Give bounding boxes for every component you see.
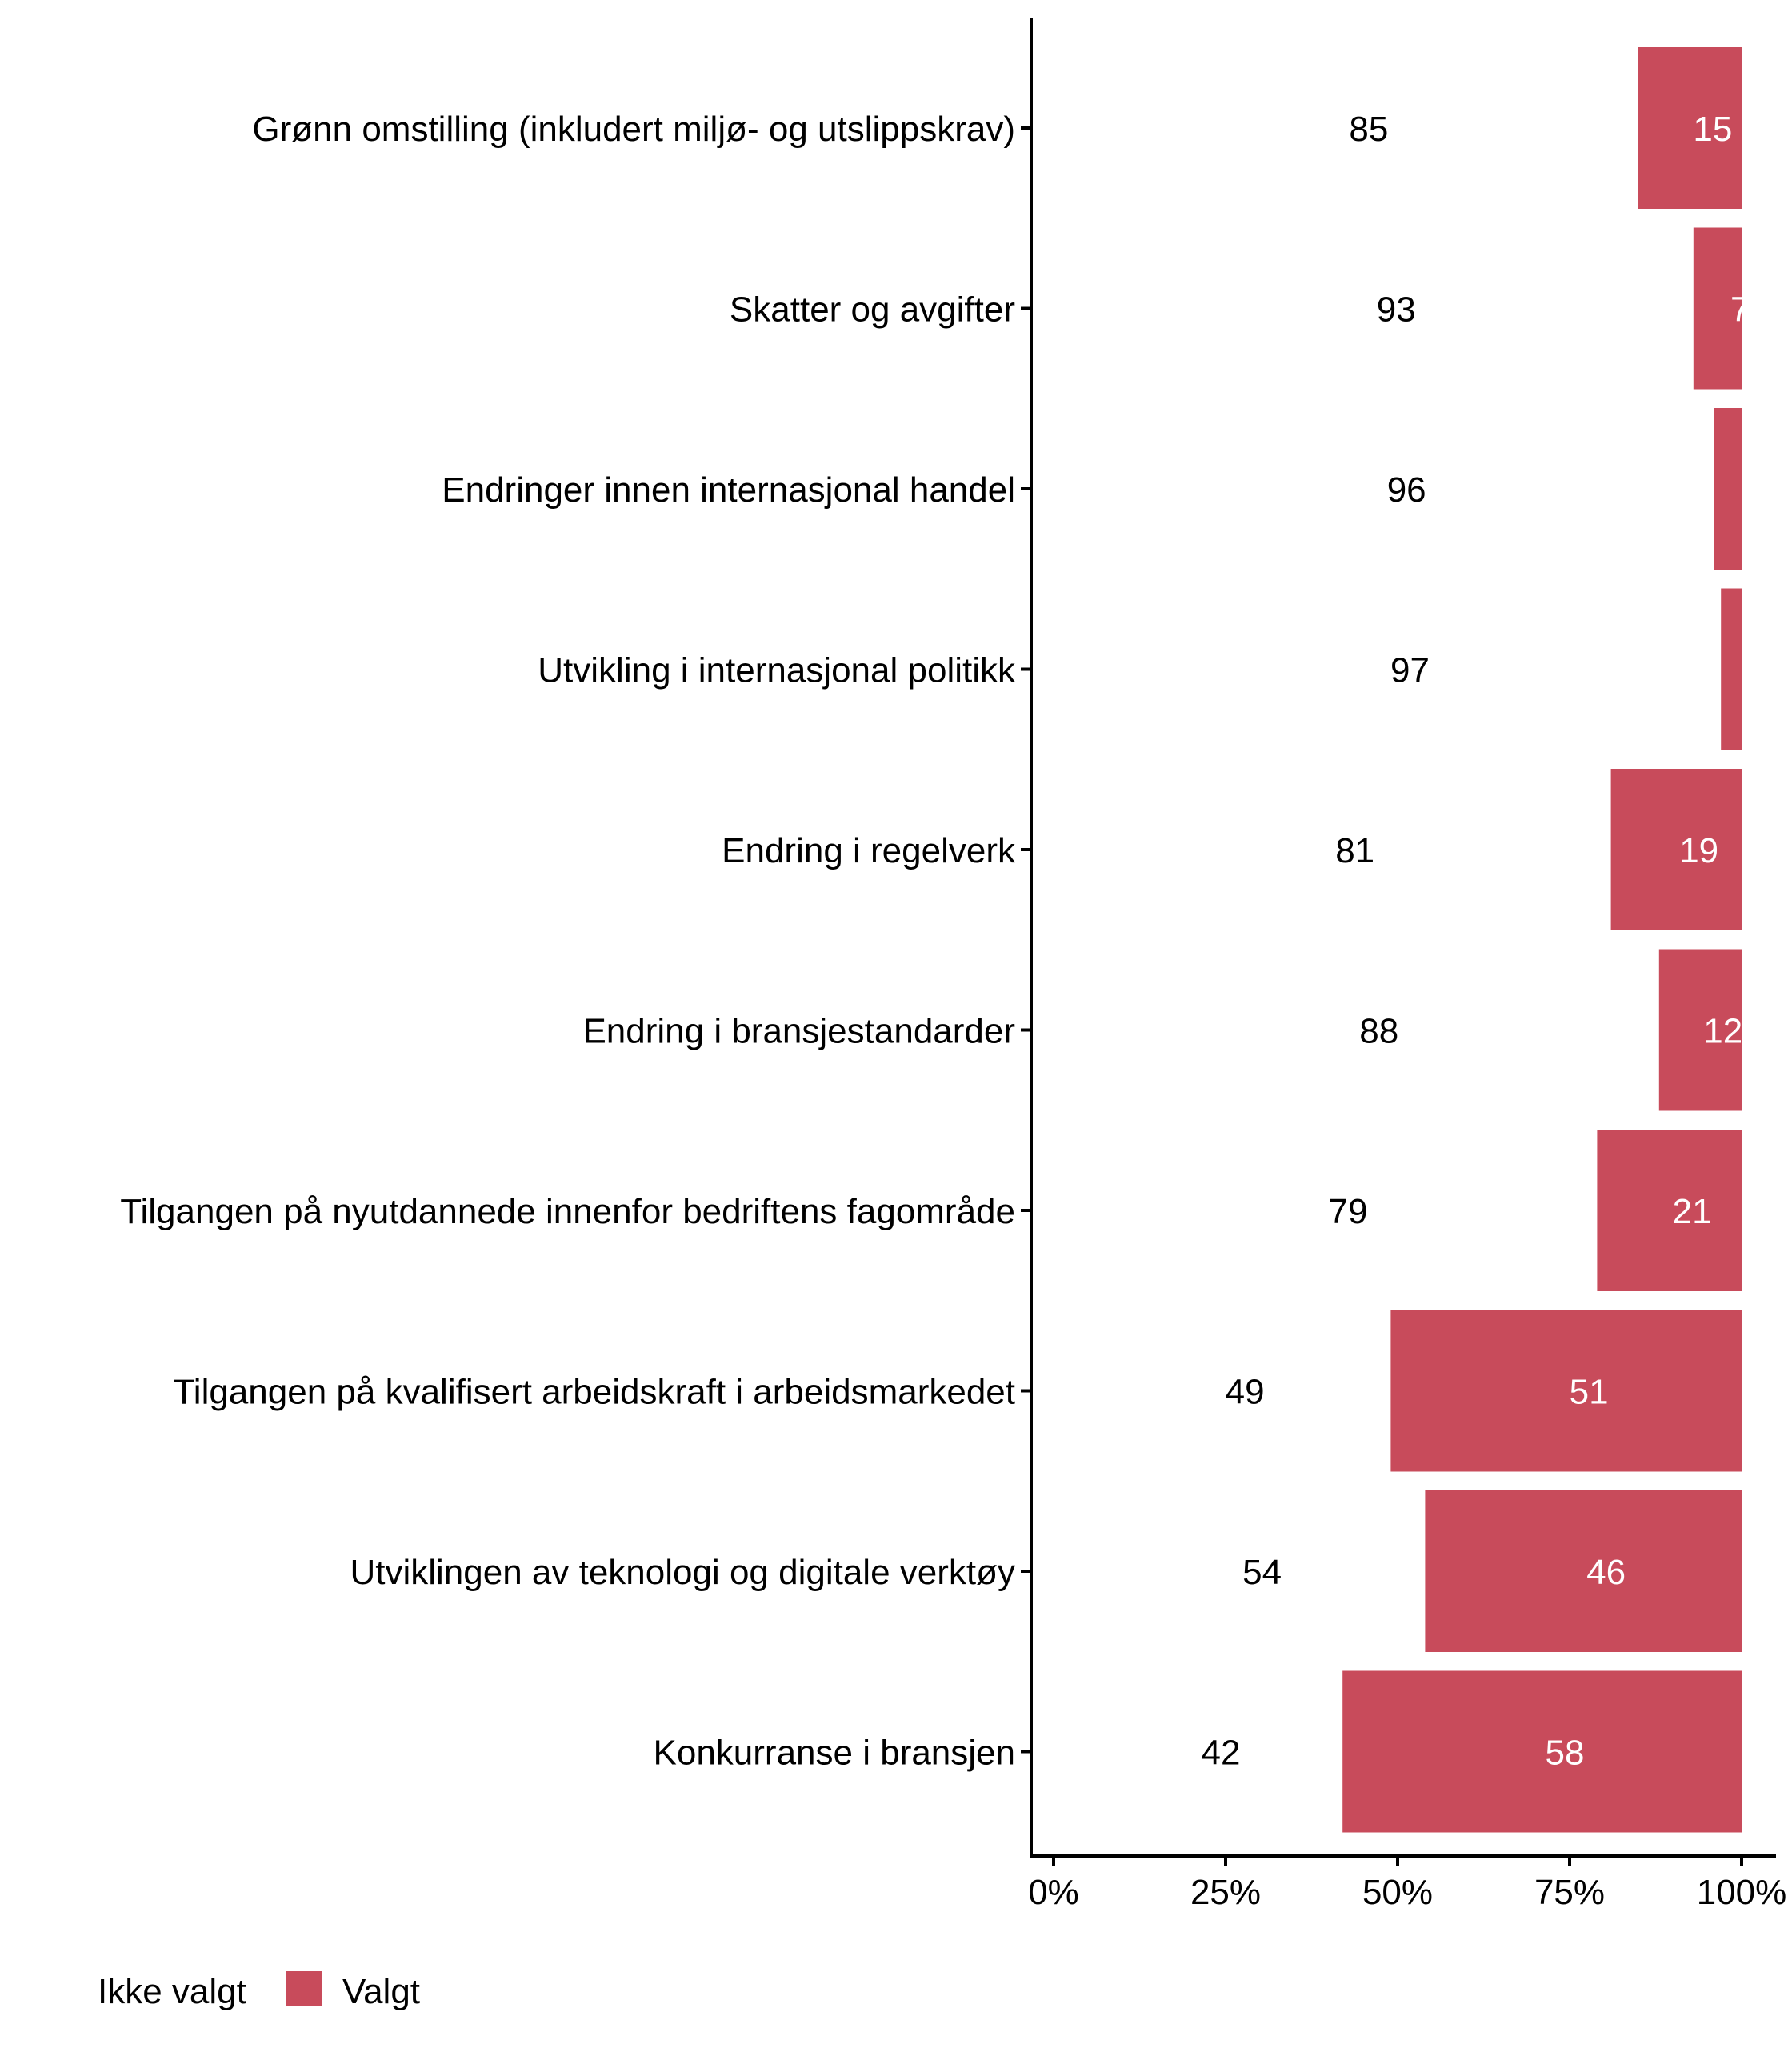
legend-label-valgt: Valgt (342, 1972, 420, 2011)
bar-valgt (1610, 769, 1742, 930)
value-label-ikke-valgt: 42 (1202, 1734, 1241, 1773)
category-label: Konkurranse i bransjen (654, 1734, 1015, 1773)
x-tick-label: 75% (1534, 1873, 1605, 1912)
bar-ikke-valgt (1054, 47, 1638, 209)
category-label: Endring i bransjestandarder (582, 1012, 1015, 1051)
value-label-ikke-valgt: 49 (1226, 1373, 1265, 1412)
x-tick-label: 25% (1190, 1873, 1261, 1912)
y-axis: Grønn omstilling (inkludert miljø- og ut… (120, 18, 1033, 1858)
value-label-ikke-valgt: 97 (1390, 651, 1430, 690)
x-axis: 0% 25% 50% 75% 100% (1028, 1854, 1787, 1912)
bar-valgt (1693, 227, 1742, 390)
category-label: Tilgangen på kvalifisert arbeidskraft i … (174, 1373, 1015, 1412)
value-label-ikke-valgt: 85 (1349, 110, 1388, 149)
category-label: Tilgangen på nyutdannede innenfor bedrif… (120, 1192, 1015, 1231)
bar-ikke-valgt (1054, 588, 1722, 750)
bar-valgt (1425, 1490, 1742, 1652)
value-label-valgt: 4 (1741, 470, 1760, 510)
category-label: Utviklingen av teknologi og digitale ver… (350, 1553, 1015, 1592)
value-label-valgt: 15 (1693, 110, 1732, 149)
x-tick-label: 0% (1028, 1873, 1079, 1912)
value-label-valgt: 19 (1679, 831, 1718, 870)
bar-ikke-valgt (1054, 1490, 1426, 1652)
value-label-ikke-valgt: 96 (1387, 470, 1426, 510)
bar-ikke-valgt (1054, 1670, 1343, 1833)
bar-valgt (1658, 949, 1742, 1111)
x-tick-label: 50% (1362, 1873, 1433, 1912)
bar-ikke-valgt (1054, 769, 1611, 930)
bar-ikke-valgt (1054, 949, 1659, 1111)
bar-valgt (1714, 408, 1742, 570)
value-label-valgt: 58 (1546, 1734, 1585, 1773)
bar-valgt (1390, 1310, 1742, 1472)
bar-ikke-valgt (1054, 1130, 1598, 1291)
category-label: Grønn omstilling (inkludert miljø- og ut… (252, 110, 1015, 149)
value-label-ikke-valgt: 54 (1242, 1553, 1282, 1592)
value-label-ikke-valgt: 93 (1377, 290, 1416, 330)
x-tick-label: 100% (1697, 1873, 1787, 1912)
value-label-ikke-valgt: 81 (1335, 831, 1374, 870)
value-label-ikke-valgt: 88 (1359, 1012, 1398, 1051)
category-label: Endringer innen internasjonal handel (442, 470, 1015, 510)
bar-valgt (1638, 47, 1742, 209)
category-label: Skatter og avgifter (730, 290, 1015, 330)
value-label-valgt: 46 (1586, 1553, 1626, 1592)
legend-swatch-valgt (286, 1971, 322, 2006)
category-label: Utvikling i internasjonal politikk (538, 651, 1016, 690)
value-label-valgt: 51 (1570, 1373, 1609, 1412)
bars-layer (1054, 47, 1742, 1833)
value-labels-layer: 8515937964973811988127921495154464258 (1202, 110, 1760, 1773)
bar-valgt (1342, 1670, 1742, 1833)
value-label-valgt: 7 (1730, 290, 1750, 330)
bar-valgt (1721, 588, 1742, 750)
bar-ikke-valgt (1054, 1310, 1391, 1472)
bar-ikke-valgt (1054, 227, 1694, 390)
value-label-ikke-valgt: 79 (1329, 1192, 1368, 1231)
category-label: Endring i regelverk (722, 831, 1016, 870)
legend: Ikke valgt Valgt (98, 1971, 420, 2011)
bar-valgt (1597, 1130, 1742, 1291)
bar-ikke-valgt (1054, 408, 1714, 570)
value-label-valgt: 21 (1673, 1192, 1712, 1231)
legend-label-ikke-valgt: Ikke valgt (98, 1972, 246, 2011)
value-label-valgt: 12 (1703, 1012, 1742, 1051)
